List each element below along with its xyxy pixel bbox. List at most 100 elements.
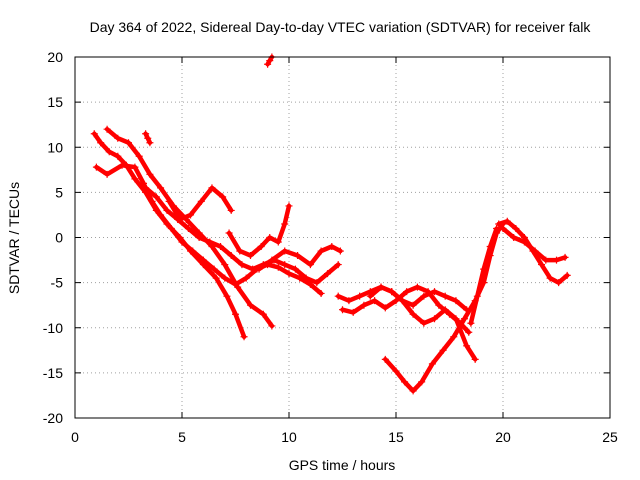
data-point <box>268 322 276 330</box>
data-point <box>463 342 471 350</box>
data-point <box>125 139 132 147</box>
data-point <box>360 301 368 309</box>
data-point <box>334 292 342 300</box>
data-point <box>221 274 229 282</box>
data-point <box>460 315 468 323</box>
data-point <box>135 152 143 160</box>
data-point <box>431 288 439 296</box>
data-point <box>431 315 439 323</box>
data-point <box>561 253 569 261</box>
series-arc-7 <box>255 243 344 273</box>
y-tick-label: 10 <box>47 139 63 155</box>
data-point <box>336 247 344 255</box>
data-point <box>377 283 385 291</box>
y-tick-label: -10 <box>43 320 63 336</box>
data-point <box>103 170 111 178</box>
data-point <box>184 224 192 232</box>
data-point <box>163 206 171 214</box>
data-point <box>398 297 406 305</box>
data-point <box>291 265 299 273</box>
data-point <box>97 139 105 147</box>
data-point <box>210 265 218 273</box>
data-point <box>281 247 289 255</box>
data-point <box>246 301 254 309</box>
data-point <box>435 301 443 309</box>
data-point <box>139 179 147 187</box>
data-point <box>212 274 220 282</box>
x-tick-label: 10 <box>281 429 297 445</box>
grid <box>75 57 610 418</box>
x-axis-label: GPS time / hours <box>289 457 396 473</box>
data-point <box>285 202 293 210</box>
data-point <box>232 310 239 318</box>
data-point <box>450 333 458 341</box>
data-point <box>227 252 235 260</box>
data-point <box>142 130 150 138</box>
series-line <box>468 226 499 326</box>
data-point <box>176 215 184 223</box>
y-tick-label: 20 <box>47 49 63 65</box>
data-point <box>118 161 126 169</box>
data-point <box>401 378 409 386</box>
data-point <box>114 152 122 160</box>
data-point <box>388 288 396 296</box>
data-point <box>249 265 257 273</box>
data-point <box>555 279 563 287</box>
data-point <box>317 247 325 255</box>
series-arc-3 <box>92 161 325 297</box>
data-point <box>240 333 248 341</box>
data-point <box>499 224 507 232</box>
data-point <box>302 274 310 282</box>
data-point <box>232 280 239 288</box>
data-point <box>424 288 432 296</box>
data-point <box>236 247 244 255</box>
data-point <box>105 148 113 156</box>
data-point <box>266 57 274 65</box>
data-point <box>531 247 539 255</box>
data-point <box>294 252 302 260</box>
data-point <box>225 229 233 237</box>
data-point <box>246 252 254 260</box>
data-point <box>381 304 389 312</box>
y-tick-label: -15 <box>43 365 63 381</box>
data-point <box>195 234 203 241</box>
data-point <box>238 261 246 269</box>
data-point <box>259 310 267 318</box>
data-point <box>274 238 282 246</box>
data-point <box>242 274 250 282</box>
data-point <box>471 355 479 363</box>
series-arc-1 <box>90 130 248 341</box>
data-point <box>441 292 449 300</box>
data-point <box>334 261 342 269</box>
data-point <box>553 256 560 264</box>
series-arc-6 <box>225 202 293 260</box>
data-point <box>152 193 160 201</box>
data-point <box>349 308 357 316</box>
series-arc-16 <box>142 130 154 147</box>
data-point <box>296 274 304 282</box>
data-point <box>146 170 154 178</box>
data-point <box>268 256 276 264</box>
data-point <box>392 297 400 305</box>
data-point <box>221 261 229 269</box>
data-point <box>371 297 379 305</box>
data-point <box>409 387 417 395</box>
data-point <box>219 193 227 201</box>
data-point <box>452 297 460 305</box>
data-point <box>165 197 173 205</box>
series-arc-5 <box>165 184 235 223</box>
series-arc-12 <box>467 224 501 327</box>
series-arc-14 <box>499 224 569 264</box>
y-tick-label: -5 <box>51 275 64 291</box>
data-point <box>148 197 156 205</box>
data-point <box>197 197 205 205</box>
data-point <box>92 163 100 171</box>
data-point <box>356 292 364 300</box>
data-point <box>317 289 325 297</box>
data-point <box>441 306 449 314</box>
data-point <box>90 130 98 138</box>
series-arc-9 <box>339 283 473 336</box>
data-point <box>157 184 165 192</box>
data-point <box>324 270 332 278</box>
